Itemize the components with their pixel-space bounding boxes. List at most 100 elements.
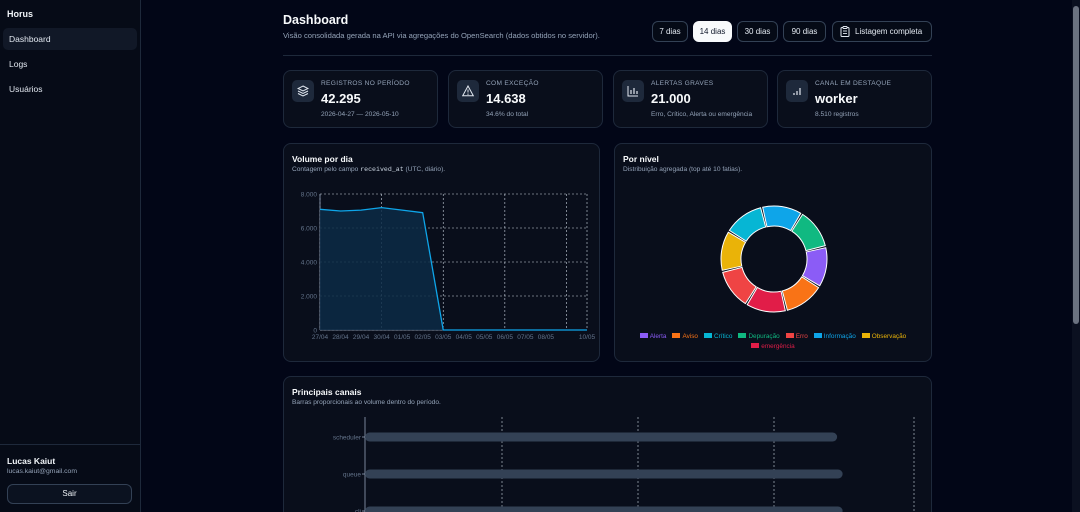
- legend-label: Observação: [871, 333, 907, 340]
- legend-swatch: [639, 333, 648, 338]
- stat-card-registros: REGISTROS NO PERÍODO 42.295 2026-04-27 —…: [283, 70, 438, 128]
- card-title: Volume por dia: [292, 154, 353, 164]
- card-subtitle: Barras proporcionais ao volume dentro do…: [292, 399, 441, 406]
- clipboard-list-icon: [840, 26, 850, 37]
- page-title: Dashboard: [283, 13, 349, 27]
- donut-slice: [728, 207, 767, 242]
- x-tick-label: 01/05: [394, 334, 411, 341]
- card-subtitle: Contagem pelo campo received_at (UTC, di…: [292, 166, 446, 173]
- legend-item[interactable]: Erro: [785, 332, 808, 342]
- range-14-days-button[interactable]: 14 dias: [693, 21, 732, 42]
- header-divider: [283, 55, 932, 56]
- stat-card-canal-destaque: CANAL EM DESTAQUE worker 8.510 registros: [777, 70, 932, 128]
- x-tick-label: 28/04: [332, 334, 349, 341]
- full-listing-button[interactable]: Listagem completa: [832, 21, 932, 42]
- legend-swatch: [861, 333, 870, 338]
- range-30-days-button[interactable]: 30 dias: [737, 21, 778, 42]
- range-7-days-button[interactable]: 7 dias: [652, 21, 688, 42]
- level-distribution-card: Por nível Distribuição agregada (top até…: [614, 143, 932, 362]
- sidebar-item-usuarios[interactable]: Usuários: [9, 84, 43, 94]
- channel-bar: [365, 469, 843, 479]
- x-tick-label: 02/05: [415, 334, 432, 341]
- page-scrollbar[interactable]: [1072, 0, 1080, 512]
- alert-triangle-icon: [457, 80, 479, 102]
- y-tick-label: 4.000: [301, 260, 318, 267]
- user-email: lucas.kaiut@gmail.com: [7, 468, 77, 475]
- legend-label: Erro: [795, 333, 808, 340]
- area-fill: [320, 207, 587, 330]
- bar-category-label: queue: [343, 472, 361, 479]
- stat-note: 8.510 registros: [815, 111, 859, 118]
- card-subtitle: Distribuição agregada (top até 10 fatias…: [623, 166, 743, 173]
- x-tick-label: 08/05: [538, 334, 555, 341]
- volume-per-day-card: Volume por dia Contagem pelo campo recei…: [283, 143, 600, 362]
- legend-swatch: [785, 333, 794, 338]
- full-listing-label: Listagem completa: [855, 27, 923, 36]
- bar-category-label: cli: [355, 509, 361, 512]
- scrollbar-thumb[interactable]: [1073, 6, 1079, 324]
- donut-legend: Alerta Aviso Crítico Depuração Erro Informaçã…: [623, 332, 923, 352]
- stat-note: 34.6% do total: [486, 111, 529, 118]
- y-tick-label: 2.000: [301, 294, 318, 301]
- x-tick-label: 03/05: [435, 334, 452, 341]
- x-tick-label: 07/05: [517, 334, 534, 341]
- signal-icon: [786, 80, 808, 102]
- stat-value: 14.638: [486, 91, 526, 106]
- legend-label: Alerta: [649, 333, 667, 340]
- legend-swatch: [738, 333, 747, 338]
- top-channels-card: Principais canais Barras proporcionais a…: [283, 376, 932, 512]
- donut-slice: [791, 213, 826, 252]
- legend-item[interactable]: Crítico: [703, 332, 732, 342]
- y-tick-label: 6.000: [301, 226, 318, 233]
- page-subtitle: Visão consolidada gerada na API via agre…: [283, 31, 600, 40]
- legend-item[interactable]: Observação: [861, 332, 907, 342]
- x-tick-label: 05/05: [476, 334, 493, 341]
- x-tick-label: 30/04: [373, 334, 390, 341]
- stat-value: worker: [815, 91, 858, 106]
- stat-note: 2026-04-27 — 2026-05-10: [321, 111, 399, 118]
- stat-card-alertas-graves: ALERTAS GRAVES 21.000 Erro, Crítico, Ale…: [613, 70, 768, 128]
- card-title: Principais canais: [292, 387, 362, 397]
- legend-swatch: [751, 343, 760, 348]
- range-90-days-button[interactable]: 90 dias: [783, 21, 826, 42]
- y-tick-label: 0: [313, 328, 317, 335]
- level-donut-chart: [720, 205, 828, 313]
- x-tick-label: 27/04: [312, 334, 329, 341]
- legend-swatch: [672, 333, 681, 338]
- legend-item[interactable]: emergência: [751, 342, 795, 352]
- legend-label: Informação: [823, 333, 856, 340]
- legend-swatch: [703, 333, 712, 338]
- legend-item[interactable]: Informação: [813, 332, 856, 342]
- y-tick-label: 8.000: [301, 192, 318, 199]
- sidebar-item-dashboard[interactable]: Dashboard: [3, 28, 137, 50]
- legend-item[interactable]: Depuração: [738, 332, 780, 342]
- legend-item[interactable]: Aviso: [672, 332, 698, 342]
- x-tick-label: 29/04: [353, 334, 370, 341]
- donut-slice: [781, 276, 820, 311]
- stat-value: 21.000: [651, 91, 691, 106]
- legend-label: Depuração: [748, 333, 780, 340]
- legend-label: Aviso: [682, 333, 698, 340]
- volume-area-chart: 8.000 6.000 4.000 2.000 027/04 28/04 29/04 30/0…: [301, 192, 596, 342]
- area-line: [319, 206, 587, 331]
- brand-name[interactable]: Horus: [7, 9, 34, 19]
- sidebar-item-logs[interactable]: Logs: [9, 59, 28, 69]
- stat-note: Erro, Crítico, Alerta ou emergência: [651, 111, 753, 118]
- logout-button[interactable]: Sair: [7, 484, 132, 504]
- channels-bar-chart: scheduler queue cli: [333, 417, 915, 512]
- x-tick-label: 04/05: [456, 334, 473, 341]
- legend-label: emergência: [761, 343, 795, 350]
- channel-bar: [365, 432, 838, 442]
- stat-label: ALERTAS GRAVES: [651, 80, 714, 87]
- stat-label: COM EXCEÇÃO: [486, 80, 539, 87]
- legend-item[interactable]: Alerta: [639, 332, 667, 342]
- donut-slice: [746, 286, 786, 313]
- card-title: Por nível: [623, 154, 659, 164]
- donut-slice: [801, 247, 828, 287]
- x-tick-label: 06/05: [497, 334, 514, 341]
- legend-swatch: [813, 333, 822, 338]
- donut-slice: [720, 231, 747, 271]
- sidebar: Horus Dashboard Logs Usuários Lucas Kaiu…: [0, 0, 141, 512]
- bar-chart-icon: [622, 80, 644, 102]
- stat-label: REGISTROS NO PERÍODO: [321, 80, 410, 87]
